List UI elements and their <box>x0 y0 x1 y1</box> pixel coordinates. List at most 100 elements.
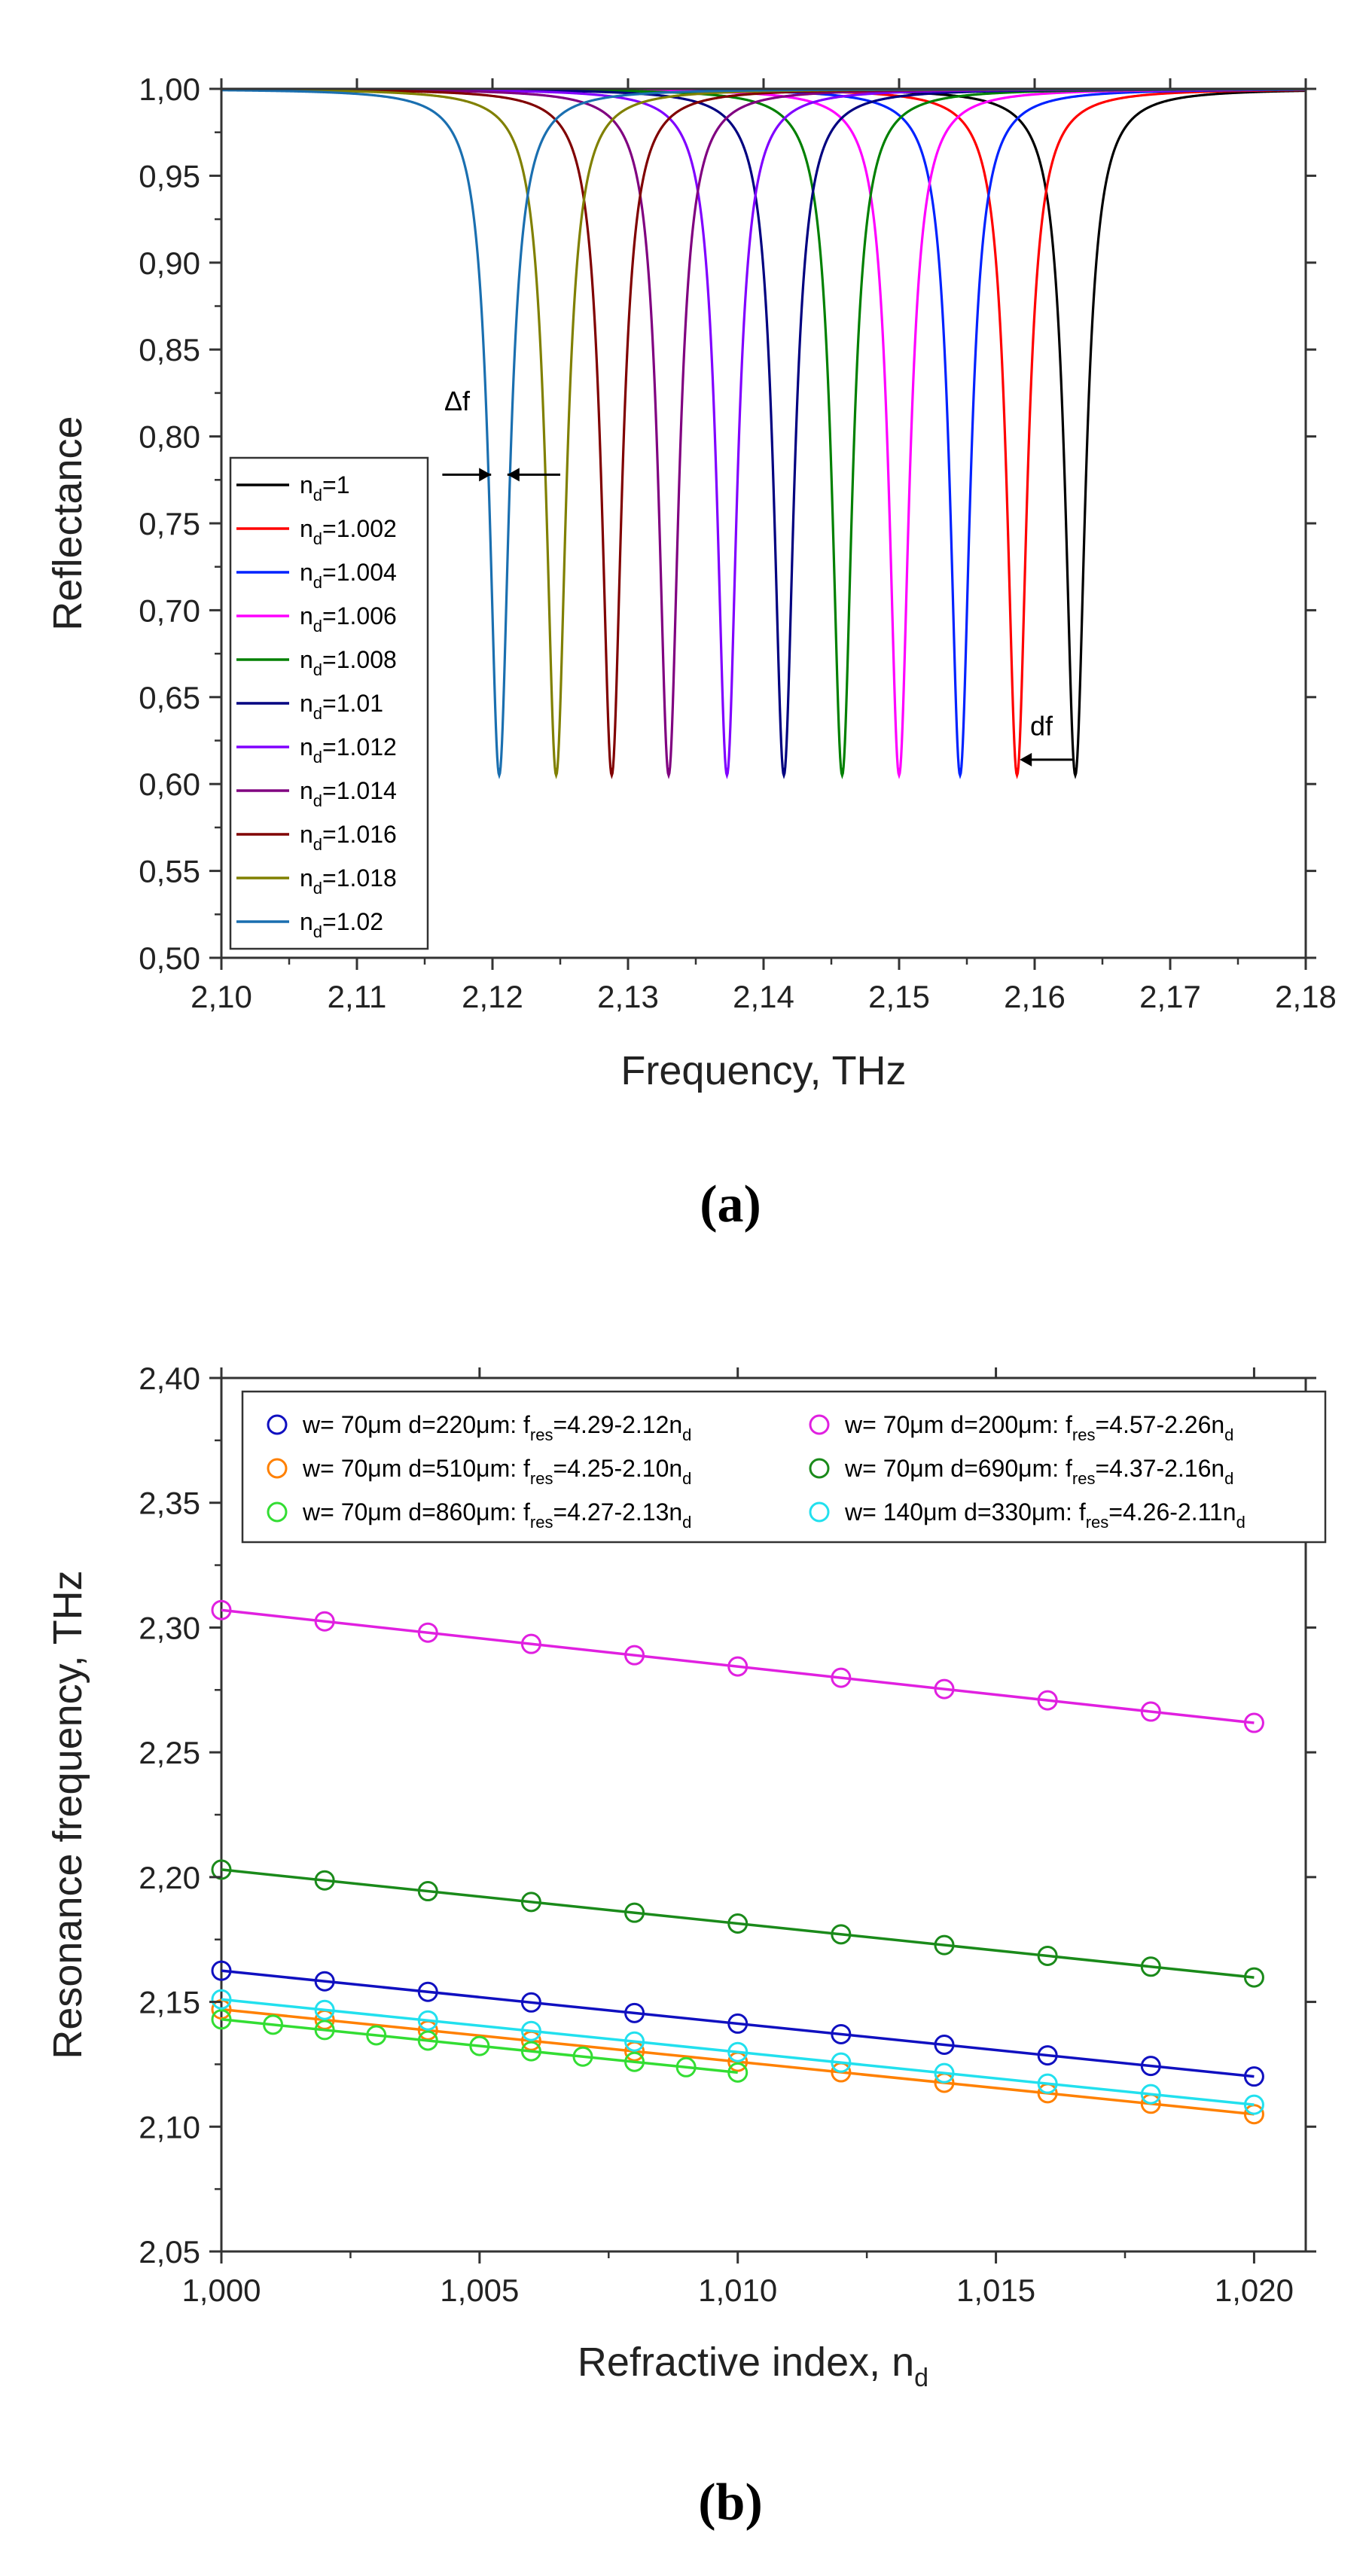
chart-b-fit-line-3 <box>221 1868 1255 1979</box>
chart-a-delta-f-arrowhead-right <box>507 468 520 482</box>
chart-b-legend-label: w= 70μm d=220μm: fres=4.29-2.12nd <box>302 1411 691 1444</box>
chart-a-y-tick-label: 0,80 <box>139 419 200 455</box>
chart-b-y-tick-label: 2,10 <box>139 2109 200 2145</box>
chart-a-x-tick-label: 2,15 <box>868 979 930 1014</box>
chart-b-legend-marker <box>809 1501 830 1523</box>
chart-b-point-1 <box>727 1656 749 1677</box>
chart-a-x-tick-label: 2,14 <box>733 979 794 1014</box>
chart-b-point-5 <box>1037 2073 1058 2094</box>
chart-b-point-0 <box>727 2013 749 2034</box>
chart-a-legend-label: nd=1.014 <box>300 777 397 810</box>
chart-b-point-1 <box>831 1667 852 1688</box>
chart-a-x-tick-label: 2,10 <box>191 979 252 1014</box>
chart-b-legend-box <box>241 1390 1327 1544</box>
chart-b-point-3 <box>211 1859 232 1880</box>
chart-a-y-tick-label: 0,55 <box>139 854 200 889</box>
chart-b-point-1 <box>314 1611 335 1632</box>
chart-b-legend-label: w= 70μm d=510μm: fres=4.25-2.10nd <box>302 1455 691 1488</box>
chart-b-y-tick-label: 2,15 <box>139 1985 200 2020</box>
chart-b-fit-line-0 <box>221 1969 1255 2078</box>
chart-b-point-0 <box>1243 2066 1264 2087</box>
chart-b-point-1 <box>1140 1701 1161 1722</box>
chart-b-x-tick-label: 1,010 <box>698 2273 777 2308</box>
chart-a-legend-label: nd=1.006 <box>300 602 397 636</box>
chart-b-legend-label: w= 70μm d=200μm: fres=4.57-2.26nd <box>844 1411 1233 1444</box>
chart-a-y-tick-label: 0,70 <box>139 593 200 628</box>
chart-b-series-group <box>211 1599 1264 2125</box>
chart-a-y-tick-label: 0,95 <box>139 158 200 194</box>
chart-a-y-tick-label: 1,00 <box>139 72 200 107</box>
chart-a-y-axis-label: Reflectance <box>45 416 90 630</box>
chart-a-panel-label: (a) <box>700 1175 761 1233</box>
chart-a-x-axis-label: Frequency, THz <box>620 1048 906 1093</box>
chart-b-point-0 <box>314 1971 335 1992</box>
chart-a-legend-label: nd=1.02 <box>300 908 383 941</box>
chart-b-point-3 <box>934 1934 955 1956</box>
chart-b-point-3 <box>624 1902 645 1923</box>
chart-a-annotations: Δf df <box>442 386 1075 767</box>
chart-b-legend-marker <box>809 1414 830 1435</box>
chart-b-point-1 <box>934 1678 955 1700</box>
chart-b-legend-label: w= 70μm d=860μm: fres=4.27-2.13nd <box>302 1498 691 1532</box>
chart-b-point-4 <box>572 2046 593 2067</box>
chart-b-point-0 <box>831 2023 852 2044</box>
chart-a-x-tick-label: 2,18 <box>1275 979 1337 1014</box>
chart-b-point-5 <box>417 2010 438 2031</box>
chart-b-point-0 <box>934 2035 955 2056</box>
chart-b-legend-marker <box>267 1458 288 1479</box>
chart-b-point-1 <box>211 1599 232 1620</box>
chart-b-legend-marker <box>809 1458 830 1479</box>
chart-b-point-3 <box>727 1913 749 1934</box>
chart-b-point-3 <box>520 1892 541 1913</box>
chart-a-x-tick-label: 2,11 <box>328 979 387 1014</box>
chart-a-y-tick-label: 0,65 <box>139 680 200 715</box>
chart-b-point-3 <box>1037 1945 1058 1966</box>
chart-a-x-tick-label: 2,16 <box>1004 979 1066 1014</box>
chart-b-x-tick-label: 1,005 <box>440 2273 519 2308</box>
chart-b-point-1 <box>417 1622 438 1643</box>
chart-a-y-tick-label: 0,90 <box>139 245 200 281</box>
chart-b-point-1 <box>624 1645 645 1666</box>
chart-b-point-4 <box>727 2062 749 2083</box>
chart-b-point-4 <box>417 2030 438 2051</box>
chart-a-y-tick-label: 0,75 <box>139 506 200 541</box>
chart-b-x-tick-label: 1,000 <box>181 2273 261 2308</box>
chart-b-fit-line-5 <box>221 1998 1255 2106</box>
chart-b-point-3 <box>1140 1956 1161 1977</box>
chart-b-point-0 <box>417 1981 438 2002</box>
chart-b-resonance: 1,000 1,005 1,010 1,015 1,020 2,05 2,10 2,15 2,2… <box>45 1361 1327 2532</box>
chart-b-point-4 <box>675 2056 697 2078</box>
chart-b-point-4 <box>263 2014 284 2035</box>
chart-b-point-1 <box>1037 1690 1058 1711</box>
chart-b-fit-line-1 <box>221 1608 1255 1724</box>
chart-a-x-tick-label: 2,13 <box>597 979 659 1014</box>
chart-b-point-3 <box>417 1881 438 1902</box>
chart-b-fit-line-4 <box>221 2018 738 2075</box>
chart-a-delta-f-arrowhead-left <box>479 468 492 482</box>
chart-a-df-label: df <box>1030 711 1053 742</box>
chart-b-point-5 <box>624 2031 645 2052</box>
chart-b-y-tick-label: 2,25 <box>139 1735 200 1770</box>
chart-a-ticks: 2,10 2,11 2,12 2,13 2,14 2,15 2,16 2,17 2,18 0,50… <box>139 72 1337 1014</box>
chart-b-point-4 <box>211 2009 232 2030</box>
chart-a-delta-f-label: Δf <box>444 386 471 416</box>
chart-b-point-0 <box>1037 2045 1058 2066</box>
chart-b-y-tick-label: 2,40 <box>139 1361 200 1396</box>
chart-b-point-4 <box>366 2025 387 2046</box>
chart-a-reflectance: 2,10 2,11 2,12 2,13 2,14 2,15 2,16 2,17 2,18 0,50… <box>45 72 1337 1233</box>
chart-a-legend-label: nd=1.008 <box>300 646 397 679</box>
chart-b-x-tick-label: 1,020 <box>1215 2273 1294 2308</box>
chart-a-legend-label: nd=1.01 <box>300 690 383 723</box>
chart-b-point-5 <box>520 2020 541 2041</box>
chart-a-y-tick-label: 0,50 <box>139 940 200 976</box>
chart-a-legend-label: nd=1.018 <box>300 864 397 898</box>
chart-a-legend-label: nd=1.004 <box>300 559 397 592</box>
chart-b-point-0 <box>624 2002 645 2023</box>
chart-b-y-tick-label: 2,30 <box>139 1610 200 1645</box>
chart-a-legend-label: nd=1 <box>300 471 350 505</box>
chart-b-point-0 <box>520 1992 541 2013</box>
chart-a-legend-label: nd=1.016 <box>300 821 397 854</box>
chart-b-y-tick-label: 2,35 <box>139 1486 200 1521</box>
chart-a-y-tick-label: 0,85 <box>139 332 200 367</box>
